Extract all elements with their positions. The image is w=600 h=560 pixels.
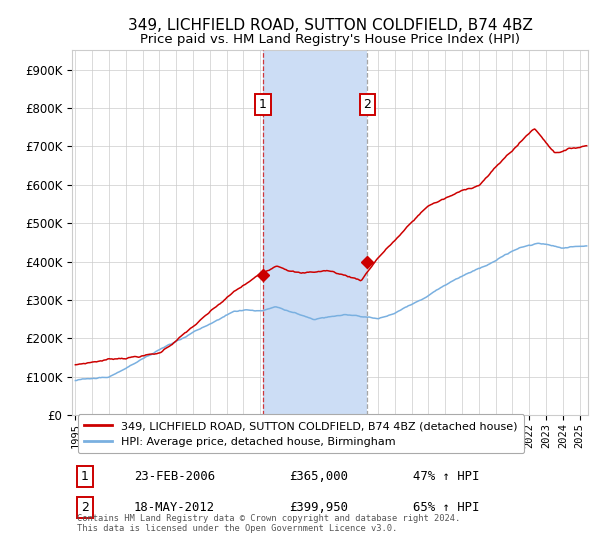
Text: 65% ↑ HPI: 65% ↑ HPI (413, 501, 479, 514)
Text: Contains HM Land Registry data © Crown copyright and database right 2024.
This d: Contains HM Land Registry data © Crown c… (77, 514, 460, 533)
Text: 1: 1 (259, 97, 266, 111)
Text: £365,000: £365,000 (289, 470, 348, 483)
Bar (263, 50, 367, 415)
Text: 18-MAY-2012: 18-MAY-2012 (134, 501, 215, 514)
Text: 2: 2 (81, 501, 89, 514)
Text: 47% ↑ HPI: 47% ↑ HPI (413, 470, 479, 483)
Text: 23-FEB-2006: 23-FEB-2006 (134, 470, 215, 483)
Legend: 349, LICHFIELD ROAD, SUTTON COLDFIELD, B74 4BZ (detached house), HPI: Average pr: 349, LICHFIELD ROAD, SUTTON COLDFIELD, B… (77, 414, 524, 453)
Text: 1: 1 (81, 470, 89, 483)
Text: 2: 2 (364, 97, 371, 111)
Text: £399,950: £399,950 (289, 501, 348, 514)
Text: Price paid vs. HM Land Registry's House Price Index (HPI): Price paid vs. HM Land Registry's House … (140, 32, 520, 46)
Text: 349, LICHFIELD ROAD, SUTTON COLDFIELD, B74 4BZ: 349, LICHFIELD ROAD, SUTTON COLDFIELD, B… (128, 18, 532, 32)
